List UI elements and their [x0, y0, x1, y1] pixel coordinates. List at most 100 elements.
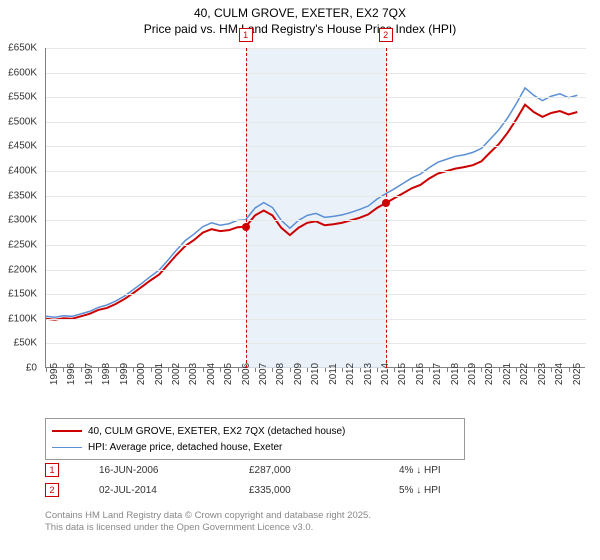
x-tick [394, 368, 395, 372]
attribution-line2: This data is licensed under the Open Gov… [45, 522, 371, 534]
y-axis-label: £200K [8, 264, 37, 275]
x-axis-label: 2007 [258, 363, 269, 385]
y-gridline [46, 294, 586, 295]
x-tick [377, 368, 378, 372]
y-axis-label: £0 [26, 363, 37, 374]
x-tick [185, 368, 186, 372]
x-axis-label: 2015 [397, 363, 408, 385]
x-tick [447, 368, 448, 372]
y-gridline [46, 73, 586, 74]
y-axis-label: £650K [8, 43, 37, 54]
y-axis-label: £50K [14, 338, 37, 349]
chart-area: 1995199619971998199920002001200220032004… [45, 48, 585, 368]
event-point [382, 199, 390, 207]
y-gridline [46, 48, 586, 49]
x-tick [499, 368, 500, 372]
y-axis-label: £400K [8, 166, 37, 177]
x-tick [116, 368, 117, 372]
y-axis-label: £100K [8, 313, 37, 324]
x-tick [238, 368, 239, 372]
x-axis-label: 2009 [293, 363, 304, 385]
y-axis-label: £350K [8, 190, 37, 201]
legend-label: 40, CULM GROVE, EXETER, EX2 7QX (detache… [88, 426, 345, 437]
x-axis-label: 1997 [84, 363, 95, 385]
title-subtitle: Price paid vs. HM Land Registry's House … [0, 22, 600, 38]
x-axis-label: 2018 [450, 363, 461, 385]
y-gridline [46, 97, 586, 98]
x-tick [534, 368, 535, 372]
x-tick [412, 368, 413, 372]
y-axis-label: £250K [8, 239, 37, 250]
x-tick [98, 368, 99, 372]
x-tick [307, 368, 308, 372]
transaction-price: £335,000 [249, 485, 359, 496]
x-axis-label: 2017 [432, 363, 443, 385]
event-vline [246, 48, 247, 368]
transaction-price: £287,000 [249, 465, 359, 476]
x-tick [429, 368, 430, 372]
y-axis-label: £550K [8, 92, 37, 103]
y-gridline [46, 146, 586, 147]
legend-label: HPI: Average price, detached house, Exet… [88, 442, 282, 453]
legend-item: 40, CULM GROVE, EXETER, EX2 7QX (detache… [52, 423, 458, 439]
x-axis-label: 2013 [363, 363, 374, 385]
y-gridline [46, 343, 586, 344]
x-tick [46, 368, 47, 372]
y-axis-label: £600K [8, 67, 37, 78]
x-tick [63, 368, 64, 372]
legend-swatch [52, 447, 82, 448]
transaction-marker: 1 [45, 463, 59, 477]
transaction-row: 2 02-JUL-2014 £335,000 5% ↓ HPI [45, 480, 509, 500]
y-axis-label: £450K [8, 141, 37, 152]
x-tick [272, 368, 273, 372]
y-gridline [46, 319, 586, 320]
transaction-date: 16-JUN-2006 [99, 465, 209, 476]
transaction-row: 1 16-JUN-2006 £287,000 4% ↓ HPI [45, 460, 509, 480]
legend-item: HPI: Average price, detached house, Exet… [52, 439, 458, 455]
title-address: 40, CULM GROVE, EXETER, EX2 7QX [0, 6, 600, 22]
transaction-marker: 2 [45, 483, 59, 497]
x-axis-label: 2024 [554, 363, 565, 385]
transaction-delta: 4% ↓ HPI [399, 465, 509, 476]
x-tick [325, 368, 326, 372]
event-point [242, 223, 250, 231]
x-axis-label: 2025 [572, 363, 583, 385]
x-tick [516, 368, 517, 372]
event-vline [386, 48, 387, 368]
event-marker: 1 [239, 28, 253, 42]
x-tick [481, 368, 482, 372]
x-axis-label: 1998 [101, 363, 112, 385]
chart-lines [46, 48, 586, 368]
series-property [46, 105, 577, 320]
legend: 40, CULM GROVE, EXETER, EX2 7QX (detache… [45, 418, 465, 460]
x-axis-label: 2010 [310, 363, 321, 385]
x-tick [569, 368, 570, 372]
y-gridline [46, 220, 586, 221]
x-axis-label: 2002 [171, 363, 182, 385]
x-tick [133, 368, 134, 372]
x-axis-label: 2023 [537, 363, 548, 385]
y-axis-label: £500K [8, 116, 37, 127]
title-block: 40, CULM GROVE, EXETER, EX2 7QX Price pa… [0, 0, 600, 39]
y-axis-label: £300K [8, 215, 37, 226]
x-axis-label: 2019 [467, 363, 478, 385]
y-gridline [46, 245, 586, 246]
x-tick [551, 368, 552, 372]
transactions-table: 1 16-JUN-2006 £287,000 4% ↓ HPI 2 02-JUL-2014… [45, 460, 509, 500]
x-tick [255, 368, 256, 372]
x-tick [220, 368, 221, 372]
x-tick [290, 368, 291, 372]
transaction-delta: 5% ↓ HPI [399, 485, 509, 496]
x-tick [342, 368, 343, 372]
x-tick [360, 368, 361, 372]
plot-area: 1995199619971998199920002001200220032004… [45, 48, 585, 368]
x-tick [81, 368, 82, 372]
y-gridline [46, 122, 586, 123]
transaction-date: 02-JUL-2014 [99, 485, 209, 496]
y-gridline [46, 270, 586, 271]
x-tick [151, 368, 152, 372]
x-axis-label: 2020 [484, 363, 495, 385]
attribution-line1: Contains HM Land Registry data © Crown c… [45, 510, 371, 522]
x-axis-label: 1996 [66, 363, 77, 385]
x-axis-label: 2001 [154, 363, 165, 385]
